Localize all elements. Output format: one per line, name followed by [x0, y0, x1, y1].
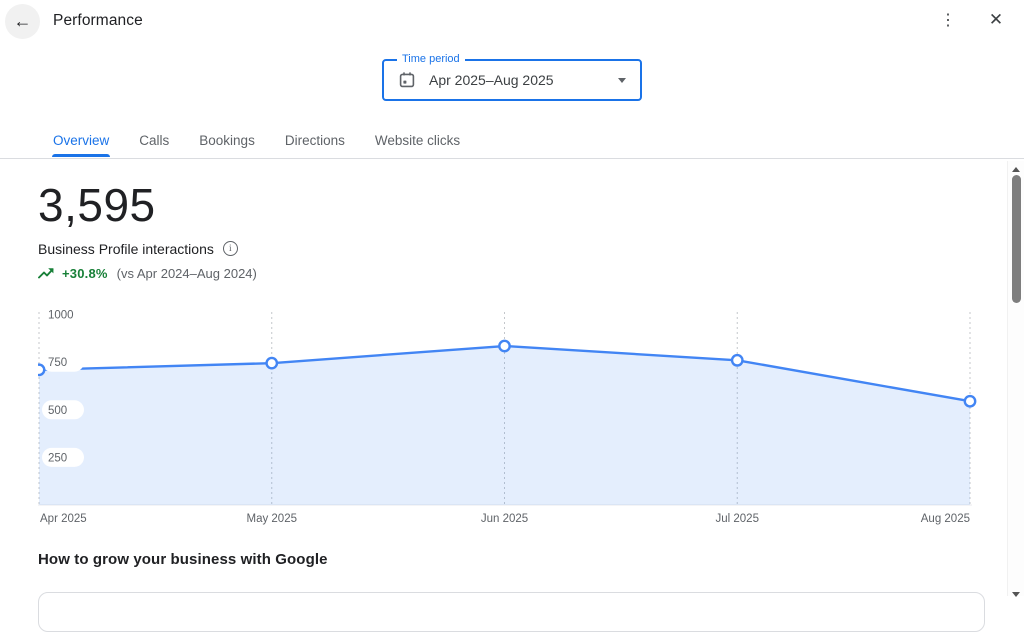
trending-up-icon — [38, 267, 55, 279]
grow-card[interactable] — [38, 591, 985, 632]
back-button[interactable]: ← — [5, 4, 40, 39]
svg-text:1000: 1000 — [48, 309, 74, 321]
svg-text:750: 750 — [48, 357, 67, 369]
kebab-icon: ⋮ — [940, 12, 956, 29]
tabs-divider — [0, 158, 1024, 159]
scrollbar-thumb[interactable] — [1012, 175, 1021, 303]
calendar-icon — [398, 71, 416, 89]
close-icon: ✕ — [988, 10, 1004, 29]
tab-calls[interactable]: Calls — [124, 123, 184, 158]
trend-comparison: (vs Apr 2024–Aug 2024) — [116, 265, 257, 281]
scrollbar-down-button[interactable] — [1008, 586, 1024, 602]
back-arrow-icon: ← — [13, 11, 32, 31]
trend-percentage: +30.8% — [62, 265, 108, 281]
info-icon[interactable]: i — [222, 241, 238, 257]
time-period-value: Apr 2025–Aug 2025 — [429, 72, 554, 88]
metric-summary: 3,595 Business Profile interactions i +3… — [38, 180, 1024, 281]
header-actions: ⋮ ✕ — [936, 8, 1024, 32]
overflow-menu-button[interactable]: ⋮ — [936, 8, 960, 32]
page-title: Performance — [53, 12, 143, 29]
x-axis-label: May 2025 — [246, 513, 297, 525]
grow-section-heading: How to grow your business with Google — [38, 550, 328, 568]
time-period-label: Time period — [397, 53, 465, 65]
scrollbar[interactable] — [1007, 161, 1024, 596]
x-axis-label: Apr 2025 — [40, 513, 87, 525]
chart-point[interactable] — [498, 339, 511, 353]
chart-point[interactable] — [963, 394, 977, 408]
close-button[interactable]: ✕ — [984, 8, 1008, 32]
dropdown-caret-icon — [618, 77, 626, 83]
chart-point[interactable] — [730, 353, 744, 367]
header: ← Performance ⋮ ✕ — [0, 0, 1024, 40]
chart-point[interactable] — [38, 363, 46, 376]
tab-directions[interactable]: Directions — [270, 123, 360, 158]
x-axis-label: Jul 2025 — [716, 513, 759, 525]
svg-text:500: 500 — [48, 404, 67, 416]
chart-point[interactable] — [265, 356, 279, 370]
tab-website-clicks[interactable]: Website clicks — [360, 123, 475, 158]
svg-text:250: 250 — [48, 452, 67, 464]
interactions-chart: 250 500 750 1000 Apr 2025 May 2025 Jun 2025 Jul… — [38, 305, 977, 525]
x-axis-label: Aug 2025 — [921, 513, 970, 525]
tab-overview[interactable]: Overview — [38, 123, 124, 158]
time-period-select[interactable]: Time period Apr 2025–Aug 2025 — [382, 53, 642, 101]
tab-bookings[interactable]: Bookings — [184, 123, 270, 158]
tab-bar: Overview Calls Bookings Directions Websi… — [0, 123, 1024, 158]
metric-label: Business Profile interactions — [38, 240, 214, 257]
x-axis-label: Jun 2025 — [481, 513, 528, 525]
metric-value: 3,595 — [38, 179, 156, 231]
